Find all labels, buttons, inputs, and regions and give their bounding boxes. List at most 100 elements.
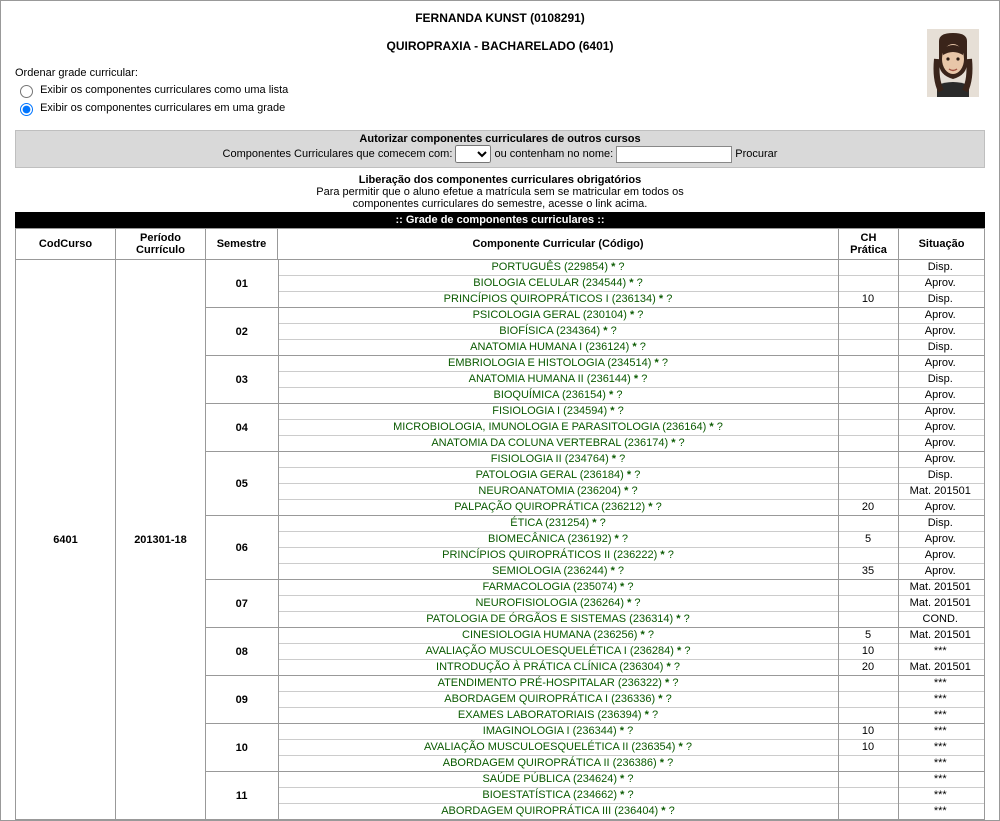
search-link[interactable]: Procurar (735, 148, 777, 160)
help-icon[interactable]: ? (619, 453, 625, 465)
asterisk-icon[interactable]: * (658, 693, 662, 705)
component-link[interactable]: AVALIAÇÃO MUSCULOESQUELÉTICA II (236354) (424, 741, 675, 753)
help-icon[interactable]: ? (666, 293, 672, 305)
help-icon[interactable]: ? (631, 485, 637, 497)
component-link[interactable]: INTRODUÇÃO À PRÁTICA CLÍNICA (236304) (436, 661, 663, 673)
component-link[interactable]: ABORDAGEM QUIROPRÁTICA II (236386) (443, 757, 657, 769)
component-link[interactable]: EMBRIOLOGIA E HISTOLOGIA (234514) (448, 357, 651, 369)
asterisk-icon[interactable]: * (620, 581, 624, 593)
asterisk-icon[interactable]: * (665, 677, 669, 689)
component-link[interactable]: PATOLOGIA GERAL (236184) (476, 469, 624, 481)
help-icon[interactable]: ? (637, 309, 643, 321)
component-link[interactable]: FISIOLOGIA II (234764) (491, 453, 609, 465)
help-icon[interactable]: ? (672, 677, 678, 689)
component-link[interactable]: BIOESTATÍSTICA (234662) (482, 789, 617, 801)
help-icon[interactable]: ? (668, 549, 674, 561)
help-icon[interactable]: ? (656, 501, 662, 513)
component-link[interactable]: SEMIOLOGIA (236244) (492, 565, 608, 577)
component-link[interactable]: BIOMECÂNICA (236192) (488, 533, 612, 545)
help-icon[interactable]: ? (679, 437, 685, 449)
help-icon[interactable]: ? (717, 421, 723, 433)
help-icon[interactable]: ? (669, 805, 675, 817)
asterisk-icon[interactable]: * (627, 469, 631, 481)
asterisk-icon[interactable]: * (610, 405, 614, 417)
component-link[interactable]: ANATOMIA HUMANA II (236144) (469, 373, 631, 385)
component-link[interactable]: FISIOLOGIA I (234594) (492, 405, 607, 417)
help-icon[interactable]: ? (684, 613, 690, 625)
asterisk-icon[interactable]: * (592, 517, 596, 529)
asterisk-icon[interactable]: * (679, 741, 683, 753)
asterisk-icon[interactable]: * (661, 805, 665, 817)
component-link[interactable]: MICROBIOLOGIA, IMUNOLOGIA E PARASITOLOGI… (393, 421, 706, 433)
help-icon[interactable]: ? (634, 469, 640, 481)
component-link[interactable]: SAÚDE PÚBLICA (234624) (482, 773, 617, 785)
asterisk-icon[interactable]: * (677, 645, 681, 657)
component-link[interactable]: ABORDAGEM QUIROPRÁTICA III (236404) (441, 805, 658, 817)
asterisk-icon[interactable]: * (634, 373, 638, 385)
component-link[interactable]: PORTUGUÊS (229854) (491, 261, 608, 273)
help-icon[interactable]: ? (674, 661, 680, 673)
help-icon[interactable]: ? (640, 341, 646, 353)
help-icon[interactable]: ? (618, 405, 624, 417)
radio-grid[interactable] (20, 103, 33, 116)
help-icon[interactable]: ? (627, 773, 633, 785)
help-icon[interactable]: ? (627, 725, 633, 737)
component-link[interactable]: BIOFÍSICA (234364) (499, 325, 600, 337)
help-icon[interactable]: ? (618, 565, 624, 577)
component-link[interactable]: ANATOMIA HUMANA I (236124) (470, 341, 629, 353)
asterisk-icon[interactable]: * (603, 325, 607, 337)
radio-list[interactable] (20, 85, 33, 98)
component-link[interactable]: PRINCÍPIOS QUIROPRÁTICOS I (236134) (444, 293, 656, 305)
component-link[interactable]: FARMACOLOGIA (235074) (482, 581, 617, 593)
contains-input[interactable] (616, 146, 732, 163)
radio-grid-row[interactable]: Exibir os componentes curriculares em um… (15, 102, 285, 114)
component-link[interactable]: IMAGINOLOGIA I (236344) (483, 725, 617, 737)
component-link[interactable]: EXAMES LABORATORIAIS (236394) (458, 709, 642, 721)
asterisk-icon[interactable]: * (620, 725, 624, 737)
component-link[interactable]: NEUROANATOMIA (236204) (478, 485, 621, 497)
help-icon[interactable]: ? (600, 517, 606, 529)
asterisk-icon[interactable]: * (671, 437, 675, 449)
help-icon[interactable]: ? (648, 629, 654, 641)
component-link[interactable]: BIOLOGIA CELULAR (234544) (473, 277, 626, 289)
help-icon[interactable]: ? (666, 693, 672, 705)
help-icon[interactable]: ? (611, 325, 617, 337)
asterisk-icon[interactable]: * (667, 661, 671, 673)
asterisk-icon[interactable]: * (612, 453, 616, 465)
component-link[interactable]: CINESIOLOGIA HUMANA (236256) (462, 629, 637, 641)
asterisk-icon[interactable]: * (620, 789, 624, 801)
component-link[interactable]: PRINCÍPIOS QUIROPRÁTICOS II (236222) (442, 549, 657, 561)
asterisk-icon[interactable]: * (611, 565, 615, 577)
help-icon[interactable]: ? (641, 373, 647, 385)
help-icon[interactable]: ? (662, 357, 668, 369)
asterisk-icon[interactable]: * (648, 501, 652, 513)
component-link[interactable]: AVALIAÇÃO MUSCULOESQUELÉTICA I (236284) (426, 645, 674, 657)
component-link[interactable]: PALPAÇÃO QUIROPRÁTICA (236212) (454, 501, 645, 513)
component-link[interactable]: ANATOMIA DA COLUNA VERTEBRAL (236174) (431, 437, 668, 449)
asterisk-icon[interactable]: * (641, 629, 645, 641)
component-link[interactable]: ATENDIMENTO PRÉ-HOSPITALAR (236322) (438, 677, 662, 689)
component-link[interactable]: PATOLOGIA DE ÓRGÃOS E SISTEMAS (236314) (426, 613, 673, 625)
asterisk-icon[interactable]: * (676, 613, 680, 625)
help-icon[interactable]: ? (667, 757, 673, 769)
asterisk-icon[interactable]: * (660, 757, 664, 769)
asterisk-icon[interactable]: * (632, 341, 636, 353)
help-icon[interactable]: ? (652, 709, 658, 721)
asterisk-icon[interactable]: * (609, 389, 613, 401)
help-icon[interactable]: ? (622, 533, 628, 545)
asterisk-icon[interactable]: * (611, 261, 615, 273)
asterisk-icon[interactable]: * (654, 357, 658, 369)
component-link[interactable]: NEUROFISIOLOGIA (236264) (475, 597, 624, 609)
radio-list-row[interactable]: Exibir os componentes curriculares como … (15, 84, 288, 96)
component-link[interactable]: PSICOLOGIA GERAL (230104) (473, 309, 627, 321)
asterisk-icon[interactable]: * (709, 421, 713, 433)
help-icon[interactable]: ? (618, 261, 624, 273)
help-icon[interactable]: ? (686, 741, 692, 753)
asterisk-icon[interactable]: * (630, 309, 634, 321)
help-icon[interactable]: ? (627, 581, 633, 593)
help-icon[interactable]: ? (634, 597, 640, 609)
asterisk-icon[interactable]: * (660, 549, 664, 561)
component-link[interactable]: ABORDAGEM QUIROPRÁTICA I (236336) (444, 693, 655, 705)
prefix-select[interactable] (455, 145, 491, 163)
help-icon[interactable]: ? (637, 277, 643, 289)
